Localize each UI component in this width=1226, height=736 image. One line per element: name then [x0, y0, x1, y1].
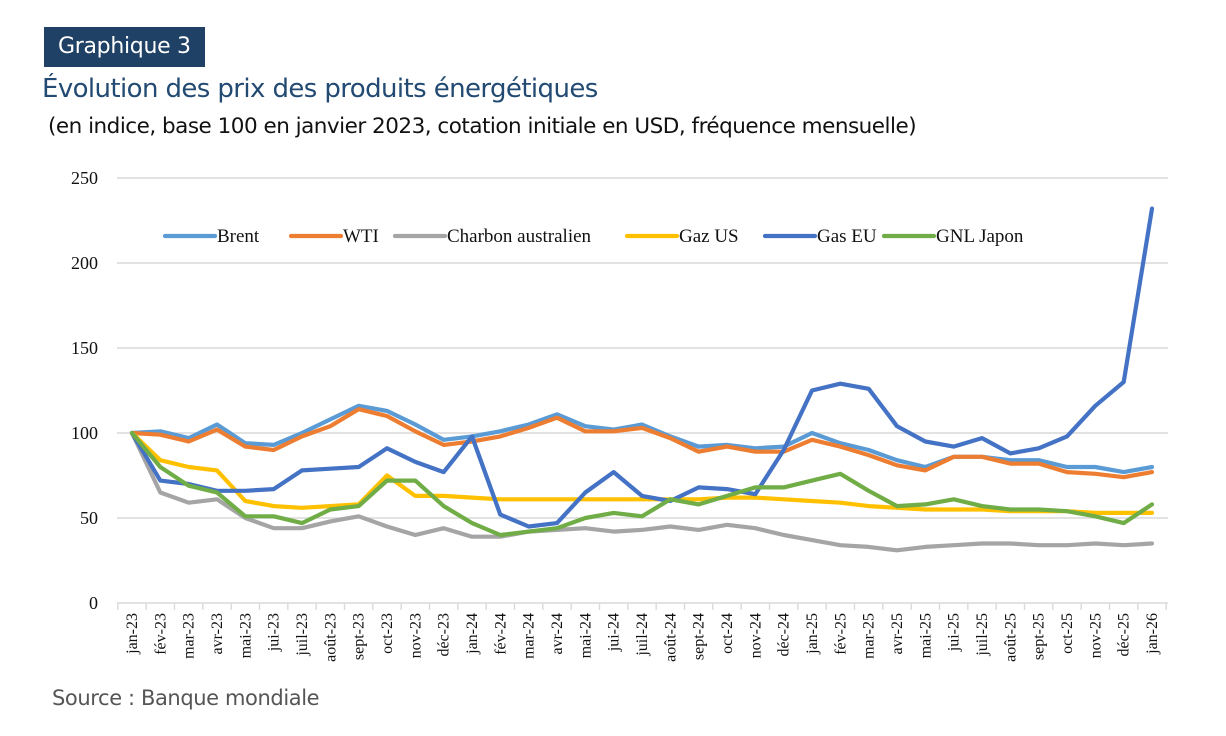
x-tick-label: août-24 — [662, 613, 679, 662]
y-tick-label: 100 — [71, 423, 98, 443]
chart-number-badge: Graphique 3 — [44, 27, 205, 67]
x-tick-label: juil-25 — [974, 613, 991, 657]
x-tick-label: mai-25 — [917, 613, 934, 658]
x-tick-label: nov-24 — [747, 613, 764, 658]
legend: Brent WTI Charbon australien Gaz US Gas EU GN… — [162, 226, 1024, 247]
series-line-charbon-australien — [129, 430, 1155, 553]
y-tick-label: 200 — [71, 253, 98, 273]
legend-label: Charbon australien — [447, 226, 592, 247]
series-lines — [129, 206, 1155, 553]
source-note: Source : Banque mondiale — [52, 686, 320, 710]
x-tick-label: sept-25 — [1031, 613, 1048, 660]
x-tick-label: oct-24 — [719, 613, 736, 654]
x-tick-label: août-23 — [322, 613, 339, 662]
series-line-wti — [129, 407, 1155, 480]
x-tick-label: déc-23 — [436, 613, 453, 657]
x-tick-label: fév-24 — [492, 613, 509, 655]
x-tick-label: jui-25 — [946, 613, 963, 652]
x-tick-label: mar-23 — [181, 613, 198, 659]
x-tick-label: août-25 — [1002, 613, 1019, 662]
x-tick-label: fév-23 — [152, 613, 169, 655]
y-tick-label: 150 — [71, 338, 98, 358]
y-tick-label: 0 — [89, 593, 98, 613]
legend-label: WTI — [343, 226, 379, 247]
y-tick-label: 50 — [80, 508, 98, 528]
legend-label: Gas EU — [817, 226, 877, 247]
x-tick-label: avr-24 — [549, 613, 566, 654]
x-tick-label: nov-25 — [1087, 613, 1104, 658]
x-tick-label: jan-23 — [124, 613, 141, 655]
x-tick-label: oct-25 — [1059, 613, 1076, 654]
x-tick-label: oct-23 — [379, 613, 396, 654]
x-tick-label: jui-23 — [266, 613, 283, 652]
x-tick-label: mai-23 — [237, 613, 254, 658]
x-tick-label: déc-24 — [776, 613, 793, 657]
y-axis: 0 50 100 150 200 250 — [71, 168, 98, 613]
x-tick-label: fév-25 — [832, 613, 849, 655]
x-tick-label: jan-25 — [804, 613, 821, 655]
x-tick-label: mar-25 — [861, 613, 878, 659]
x-tick-label: avr-23 — [209, 613, 226, 654]
x-tick-label: déc-25 — [1116, 613, 1133, 657]
x-tick-label: jan-26 — [1144, 613, 1161, 655]
x-tick-label: mai-24 — [577, 613, 594, 658]
x-tick-label: sept-23 — [351, 613, 368, 660]
chart-subtitle: (en indice, base 100 en janvier 2023, co… — [48, 114, 917, 139]
y-tick-label: 250 — [71, 168, 98, 188]
legend-label: Gaz US — [679, 226, 739, 247]
x-tick-label: juil-23 — [294, 613, 311, 657]
x-tick-label: mar-24 — [521, 613, 538, 659]
series-line-gaz-us — [129, 430, 1155, 516]
x-tick-label: jui-24 — [606, 613, 623, 652]
x-tick-label: sept-24 — [691, 613, 708, 660]
x-tick-label: jan-24 — [464, 613, 481, 655]
x-tick-label: nov-23 — [407, 613, 424, 658]
x-tick-label: juil-24 — [634, 613, 651, 657]
chart-title: Évolution des prix des produits énergéti… — [42, 74, 598, 104]
legend-label: GNL Japon — [936, 226, 1024, 247]
legend-label: Brent — [217, 226, 260, 247]
x-axis: jan-23 fév-23 mar-23 avr-23 mai-23 jui-23 juil… — [117, 603, 1167, 662]
series-line-gas-eu — [129, 206, 1155, 529]
series-line-gnl-japon — [129, 430, 1155, 538]
x-tick-label: avr-25 — [889, 613, 906, 654]
